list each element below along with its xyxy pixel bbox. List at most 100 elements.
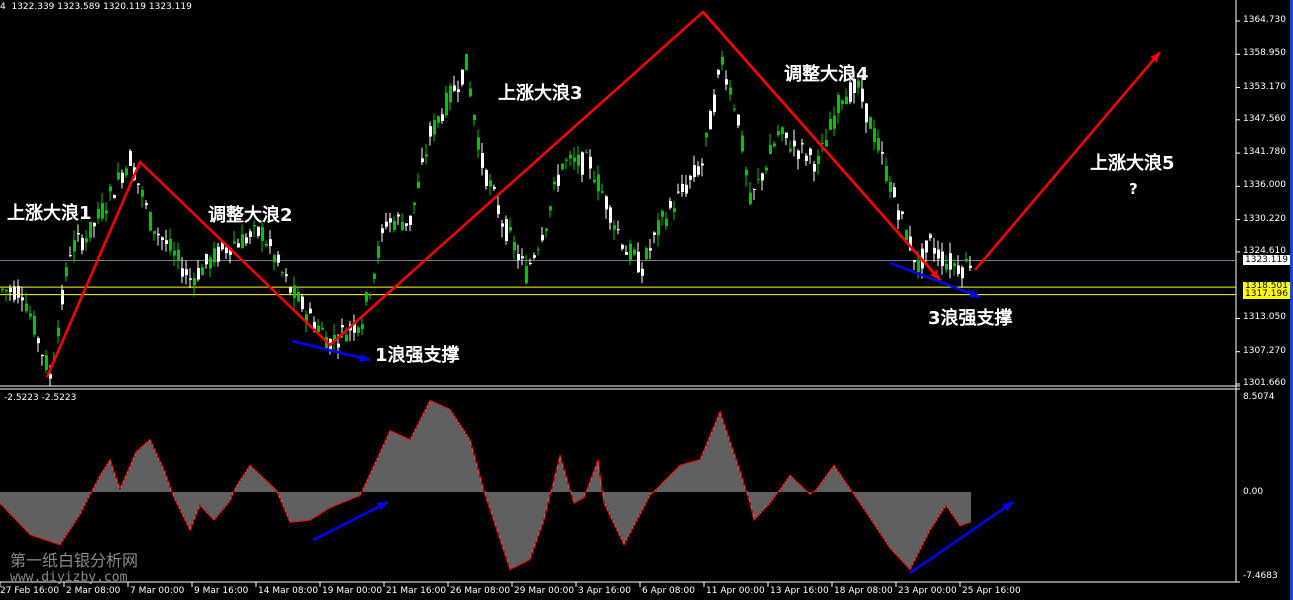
candle-body	[769, 144, 772, 154]
candle-body	[805, 155, 808, 161]
candle-body	[829, 118, 832, 130]
candle-body	[821, 142, 824, 144]
candle-body	[473, 115, 476, 121]
candle-body	[81, 238, 84, 251]
candle-body	[301, 296, 304, 310]
wave-4-label: 调整大浪4	[784, 64, 869, 85]
candle-body	[593, 179, 596, 183]
candle-body	[885, 165, 888, 181]
candle-body	[869, 117, 872, 129]
candle-body	[101, 203, 104, 219]
candle-body	[841, 100, 844, 105]
candle-body	[333, 334, 336, 341]
candle-body	[45, 355, 48, 370]
candle-body	[525, 266, 528, 284]
osc-axis-zero: 0.00	[1243, 487, 1264, 497]
candle-body	[381, 228, 384, 234]
candle-body	[721, 56, 724, 65]
candle-body	[337, 343, 340, 348]
candle-body	[433, 120, 436, 135]
candle-body	[789, 148, 792, 152]
candle-body	[733, 108, 736, 110]
candle-body	[897, 210, 900, 220]
candle-body	[421, 158, 424, 163]
candle-body	[781, 127, 784, 135]
divergence-arrow-1	[312, 500, 389, 542]
candle-body	[41, 355, 44, 357]
candle-body	[417, 181, 420, 188]
candle-body	[113, 195, 116, 199]
candle-body	[565, 159, 568, 161]
candle-body	[285, 274, 288, 277]
candle-body	[633, 249, 636, 255]
candle-body	[453, 85, 456, 91]
candle-body	[917, 259, 920, 273]
candle-body	[221, 241, 224, 250]
candle-body	[561, 163, 564, 170]
candle-body	[725, 79, 728, 85]
candle-body	[321, 327, 324, 330]
candle-body	[701, 163, 704, 166]
candle-body	[825, 140, 828, 147]
candle-body	[913, 260, 916, 263]
candle-body	[393, 220, 396, 230]
window-border	[1290, 0, 1293, 600]
price-axis-label: 1353.170	[1243, 81, 1286, 92]
candle-body	[681, 183, 684, 192]
candle-body	[425, 154, 428, 157]
wave-4-arrow	[702, 11, 941, 281]
candle-body	[861, 88, 864, 102]
candle-body	[465, 54, 468, 71]
candle-body	[361, 324, 364, 329]
candle-body	[605, 196, 608, 210]
candle-body	[773, 143, 776, 147]
candle-body	[589, 156, 592, 169]
candle-body	[745, 169, 748, 176]
candle-body	[369, 294, 372, 296]
candle-body	[505, 219, 508, 241]
candle-body	[653, 232, 656, 235]
time-axis-label: 3 Apr 16:00	[578, 586, 631, 596]
candle-body	[637, 251, 640, 273]
candle-body	[793, 140, 796, 147]
candle-body	[609, 207, 612, 223]
wave-4-arrow-head	[930, 269, 940, 280]
candle-body	[477, 137, 480, 150]
candle-body	[557, 174, 560, 186]
candle-body	[877, 138, 880, 151]
candle-body	[541, 234, 544, 241]
candle-body	[901, 211, 904, 214]
candle-body	[757, 178, 760, 180]
candle-body	[385, 221, 388, 227]
candle-body	[865, 103, 868, 123]
candle-body	[813, 163, 816, 172]
candle-body	[517, 254, 520, 261]
candle-body	[293, 285, 296, 298]
time-axis-label: 23 Apr 00:00	[898, 586, 957, 596]
candle-body	[469, 88, 472, 97]
candle-body	[237, 243, 240, 248]
divergence-arrow-2	[909, 500, 1014, 575]
candle-body	[17, 285, 20, 298]
price-axis-label: 1313.050	[1243, 312, 1286, 323]
candle-body	[937, 249, 940, 259]
candle-body	[357, 327, 360, 333]
candle-body	[585, 152, 588, 154]
candle-body	[777, 130, 780, 136]
candle-body	[261, 227, 264, 241]
candle-body	[401, 221, 404, 231]
candle-body	[13, 286, 16, 300]
candle-body	[189, 278, 192, 280]
candle-body	[529, 263, 532, 265]
candle-body	[705, 132, 708, 138]
candle-body	[945, 263, 948, 270]
candle-body	[957, 265, 960, 274]
candle-body	[521, 256, 524, 259]
candle-body	[961, 267, 964, 279]
candle-body	[33, 315, 36, 335]
candle-body	[173, 250, 176, 256]
candle-body	[533, 255, 536, 258]
price-axis-label: 1347.560	[1243, 113, 1286, 124]
candle-body	[225, 247, 228, 254]
candle-body	[925, 240, 928, 253]
